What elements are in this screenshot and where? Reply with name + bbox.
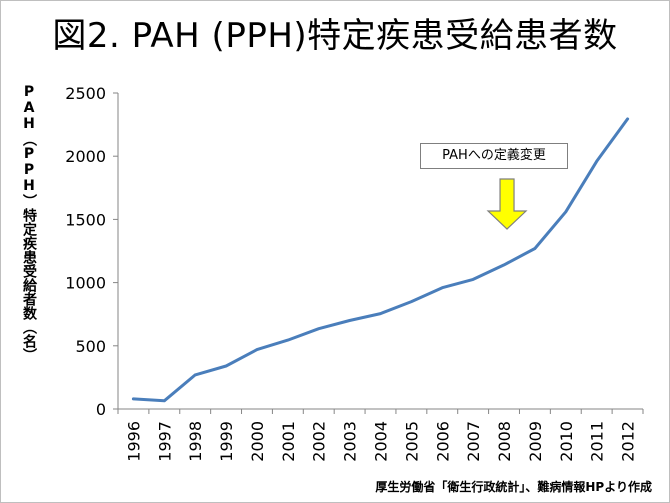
x-tick-label: 2001 <box>279 421 298 462</box>
data-point <box>441 286 444 289</box>
x-tick-label: 2004 <box>372 421 391 462</box>
data-point <box>626 117 629 121</box>
x-tick-label: 2007 <box>464 421 483 462</box>
down-arrow-icon <box>486 178 528 230</box>
data-point <box>163 399 166 402</box>
x-tick-label: 2012 <box>619 421 638 462</box>
x-tick-label: 2008 <box>495 421 514 462</box>
data-point <box>132 397 135 401</box>
x-tick-label: 2005 <box>402 421 421 462</box>
y-axis-label: PAH（PPH）特定疾患受給者数（名） <box>21 84 37 362</box>
data-point <box>533 247 537 250</box>
x-tick-label: 2009 <box>526 421 545 462</box>
x-tick-label: 2010 <box>557 421 576 462</box>
annotation-label: PAHへの定義変更 <box>420 143 568 169</box>
x-tick-label: 2002 <box>310 421 329 462</box>
x-tick-label: 2000 <box>248 421 267 462</box>
y-tick-label: 2000 <box>65 147 106 166</box>
data-point <box>317 327 320 330</box>
x-tick-label: 2011 <box>588 421 607 462</box>
y-ticks: 0 500 1000 1500 2000 2500 <box>65 84 118 419</box>
x-tick-label: 1996 <box>124 421 143 462</box>
data-point <box>255 348 259 351</box>
y-tick-label: 1000 <box>65 274 106 293</box>
data-point <box>471 278 475 281</box>
series-layer <box>131 117 630 403</box>
y-tick-label: 0 <box>96 400 106 419</box>
x-tick-label: 1997 <box>155 421 174 462</box>
y-tick-label: 1500 <box>65 210 106 229</box>
source-note: 厚生労働省「衛生行政統計」、難病情報HPより作成 <box>375 480 652 494</box>
x-tick-label: 1998 <box>186 421 205 462</box>
axes <box>117 93 643 410</box>
chart-title: 図2. PAH (PPH)特定疾患受給患者数 <box>52 16 618 56</box>
data-point <box>502 263 506 267</box>
data-point <box>410 300 413 303</box>
data-point <box>564 210 567 214</box>
data-point <box>194 373 197 377</box>
x-ticks: 1996 1997 1998 1999 2000 2001 2002 2003 2004 2005… <box>117 409 644 462</box>
x-tick-label: 1999 <box>217 421 236 462</box>
y-tick-label: 500 <box>75 337 106 356</box>
x-tick-label: 2006 <box>433 421 452 462</box>
data-point <box>286 338 290 342</box>
data-point <box>379 312 382 315</box>
y-tick-label: 2500 <box>65 84 106 103</box>
x-tick-label: 2003 <box>341 421 360 462</box>
data-point <box>595 160 598 163</box>
annotation-layer <box>486 178 528 230</box>
data-point <box>348 319 351 322</box>
data-point <box>224 364 228 368</box>
